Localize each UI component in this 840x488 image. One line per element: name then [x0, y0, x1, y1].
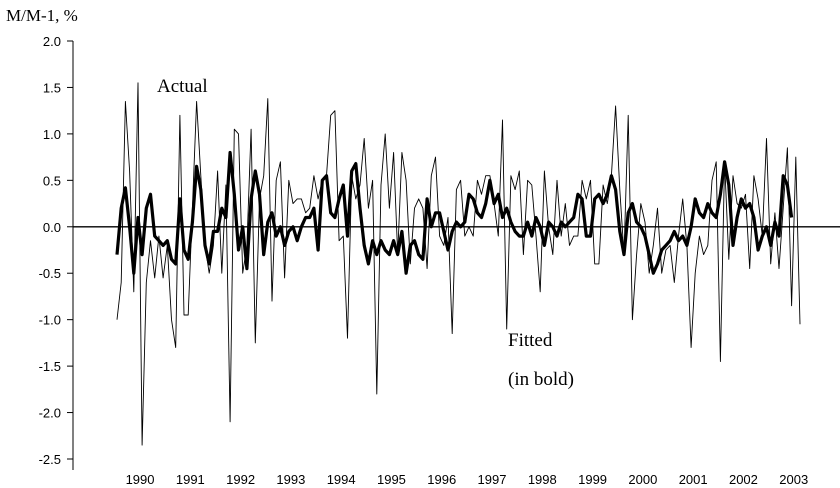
- x-year-label: 1993: [276, 472, 305, 487]
- x-year-label: 1995: [377, 472, 406, 487]
- annotation-fitted: Fitted: [508, 330, 553, 351]
- annotation-actual: Actual: [157, 76, 208, 97]
- y-tick-label: -2.0: [39, 406, 61, 421]
- y-tick-label: -1.0: [39, 313, 61, 328]
- y-tick-label: 0.0: [43, 220, 61, 235]
- x-year-label: 1990: [126, 472, 155, 487]
- x-year-label: 2002: [729, 472, 758, 487]
- x-year-label: 1997: [478, 472, 507, 487]
- x-year-label: 2001: [679, 472, 708, 487]
- y-ticks: 2.0 1.5 1.0 0.5 0.0 -0.5 -1.0 -1.5 -2.0 -2.5: [39, 34, 73, 467]
- series-group: [115, 82, 801, 446]
- x-year-label: 1996: [427, 472, 456, 487]
- x-year-label: 2000: [628, 472, 657, 487]
- x-year-label: 2003: [779, 472, 808, 487]
- y-tick-label: 1.0: [43, 127, 61, 142]
- y-tick-label: 0.5: [43, 173, 61, 188]
- series-line-fitted: [115, 150, 794, 275]
- y-tick-label: -2.5: [39, 452, 61, 467]
- annotation-in-bold: (in bold): [508, 369, 574, 390]
- x-year-label: 1999: [578, 472, 607, 487]
- y-tick-label: -1.5: [39, 359, 61, 374]
- series-line-actual: [116, 82, 801, 446]
- x-year-labels: 1990 1991 1992 1993 1994 1995 1996 1997 1998 1999…: [126, 472, 809, 487]
- x-year-label: 1992: [226, 472, 255, 487]
- y-axis-label: M/M-1, %: [6, 6, 78, 25]
- x-year-label: 1994: [327, 472, 356, 487]
- y-tick-label: -0.5: [39, 266, 61, 281]
- x-year-label: 1991: [176, 472, 205, 487]
- y-tick-label: 2.0: [43, 34, 61, 49]
- y-tick-label: 1.5: [43, 80, 61, 95]
- x-year-label: 1998: [528, 472, 557, 487]
